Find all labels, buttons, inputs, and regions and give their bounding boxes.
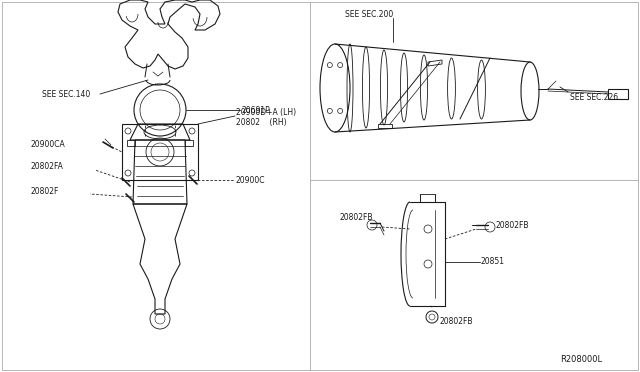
Text: R208000L: R208000L bbox=[560, 356, 602, 365]
Text: 20900CA: 20900CA bbox=[30, 140, 65, 148]
Text: 20691P: 20691P bbox=[242, 106, 271, 115]
Text: 20802F: 20802F bbox=[30, 186, 58, 196]
Text: 20802FB: 20802FB bbox=[496, 221, 529, 230]
Text: 20851: 20851 bbox=[481, 257, 505, 266]
Bar bbox=[608, 89, 628, 99]
Text: SEE SEC.226: SEE SEC.226 bbox=[570, 93, 618, 102]
Text: SEE SEC.200: SEE SEC.200 bbox=[345, 10, 393, 19]
Text: 20802FB: 20802FB bbox=[440, 317, 474, 326]
Text: 20802FA: 20802FA bbox=[30, 161, 63, 170]
Text: 20802FB: 20802FB bbox=[340, 212, 374, 221]
Text: 20802    (RH): 20802 (RH) bbox=[236, 118, 287, 126]
Text: 20900D+A (LH): 20900D+A (LH) bbox=[236, 108, 296, 116]
Text: 20900C: 20900C bbox=[236, 176, 266, 185]
Text: SEE SEC.140: SEE SEC.140 bbox=[42, 90, 90, 99]
